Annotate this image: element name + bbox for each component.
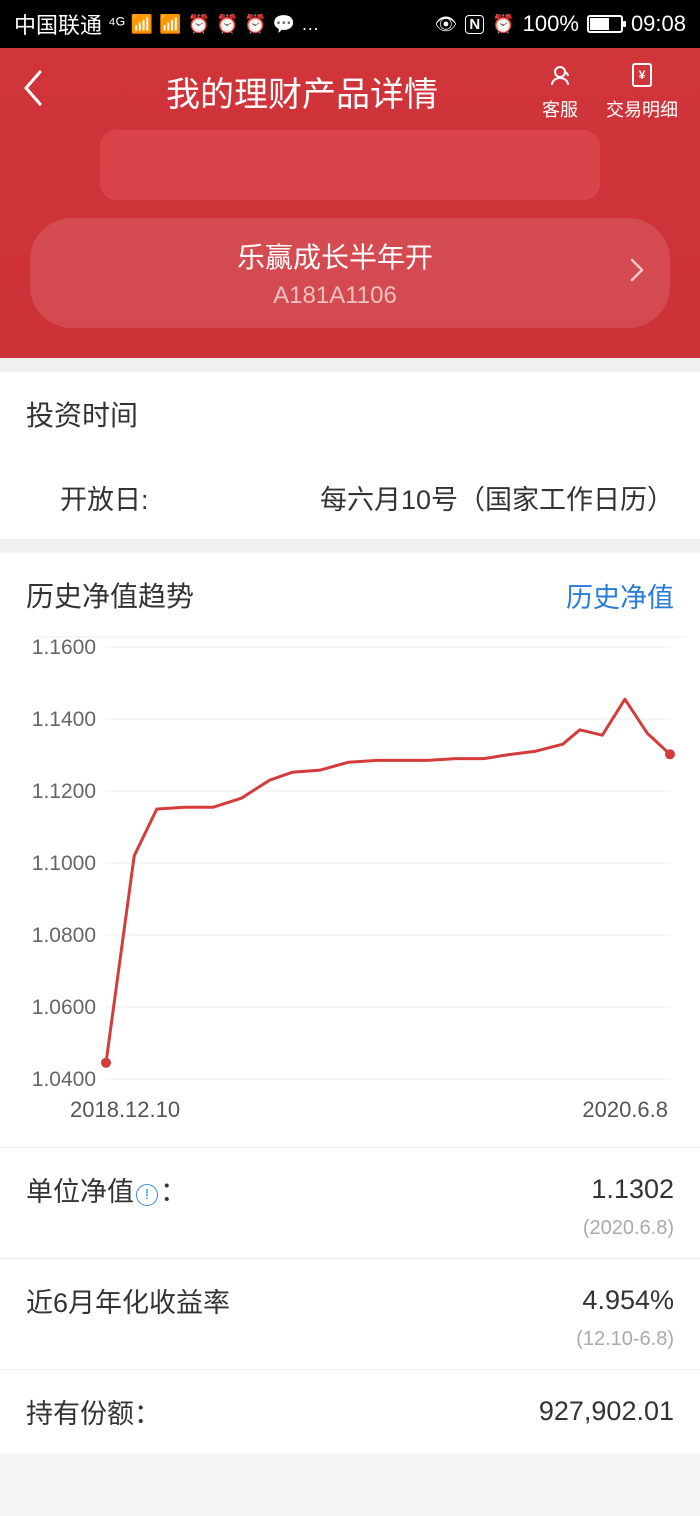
nfc-icon: N xyxy=(465,15,484,34)
chart-header: 历史净值趋势 历史净值 xyxy=(0,553,700,625)
battery-percent: 100% xyxy=(523,11,579,37)
customer-service-button[interactable]: 客服 xyxy=(542,61,578,122)
unit-nav-label: 单位净值!： xyxy=(26,1170,187,1209)
sixm-label: 近6月年化收益率 xyxy=(26,1281,230,1320)
status-left: 中国联通 ⁴ᴳ 📶 📶 ⏰ ⏰ ⏰ 💬 … xyxy=(14,8,319,40)
eye-icon: 👁 xyxy=(435,14,458,35)
chevron-right-icon xyxy=(630,257,644,289)
info-icon[interactable]: ! xyxy=(136,1184,158,1206)
nav-line-chart: 1.1600 1.1400 1.1200 1.1000 1.0800 1.0600 1.04… xyxy=(14,633,686,1093)
wifi-icon: 📶 xyxy=(159,14,181,35)
x-end-label: 2020.6.8 xyxy=(582,1097,668,1123)
nav-actions: 客服 ¥ 交易明细 xyxy=(542,61,678,122)
alarm-icon: ⏰ xyxy=(188,14,210,35)
history-nav-link[interactable]: 历史净值 xyxy=(566,576,674,615)
svg-text:1.0600: 1.0600 xyxy=(32,996,96,1019)
back-button[interactable] xyxy=(22,70,62,113)
svg-text:1.0800: 1.0800 xyxy=(32,924,96,947)
page-title: 我的理财产品详情 xyxy=(62,67,542,116)
chat-icon: 💬 xyxy=(273,14,295,35)
status-right: 👁 N ⏰ 100% 09:08 xyxy=(435,11,686,37)
svg-text:1.0400: 1.0400 xyxy=(32,1068,96,1091)
invest-time-section: 投资时间 开放日: 每六月10号（国家工作日历） xyxy=(0,358,700,539)
signal-bars-icon: 📶 xyxy=(131,14,153,35)
unit-nav-value: 1.1302 xyxy=(591,1174,674,1205)
nav-row: 我的理财产品详情 客服 ¥ 交易明细 xyxy=(0,48,700,120)
carrier-label: 中国联通 xyxy=(14,8,102,40)
shares-value: 927,902.01 xyxy=(539,1396,674,1427)
battery-icon xyxy=(587,15,623,33)
headset-icon xyxy=(546,61,574,94)
product-name: 乐赢成长半年开 xyxy=(60,236,610,276)
signal-4g-icon: ⁴ᴳ xyxy=(108,14,125,35)
app-header: 我的理财产品详情 客服 ¥ 交易明细 乐赢成长半年开 A181A1106 xyxy=(0,48,700,358)
transactions-button[interactable]: ¥ 交易明细 xyxy=(606,61,678,122)
x-start-label: 2018.12.10 xyxy=(70,1097,180,1123)
unit-nav-date: (2020.6.8) xyxy=(0,1217,700,1258)
invest-time-title-row: 投资时间 xyxy=(0,372,700,456)
svg-text:1.1600: 1.1600 xyxy=(32,636,96,659)
open-day-label: 开放日: xyxy=(60,478,149,517)
redacted-amount xyxy=(100,130,600,200)
alarm-status-icon: ⏰ xyxy=(492,14,514,35)
chart-container: 1.1600 1.1400 1.1200 1.1000 1.0800 1.0600 1.04… xyxy=(0,625,700,1147)
section-divider xyxy=(0,539,700,553)
alarm-icon-2: ⏰ xyxy=(216,14,238,35)
open-day-row: 开放日: 每六月10号（国家工作日历） xyxy=(0,456,700,539)
receipt-icon: ¥ xyxy=(628,61,656,94)
dots-icon: … xyxy=(301,14,319,35)
status-bar: 中国联通 ⁴ᴳ 📶 📶 ⏰ ⏰ ⏰ 💬 … 👁 N ⏰ 100% 09:08 xyxy=(0,0,700,48)
clock-time: 09:08 xyxy=(631,11,686,37)
product-pill[interactable]: 乐赢成长半年开 A181A1106 xyxy=(30,218,670,328)
open-day-value: 每六月10号（国家工作日历） xyxy=(320,478,674,517)
shares-label: 持有份额： xyxy=(26,1392,161,1431)
shares-row: 持有份额： 927,902.01 xyxy=(0,1370,700,1453)
sixm-date: (12.10-6.8) xyxy=(0,1328,700,1369)
transactions-label: 交易明细 xyxy=(606,96,678,122)
svg-text:1.1200: 1.1200 xyxy=(32,780,96,803)
customer-service-label: 客服 xyxy=(542,96,578,122)
x-axis-labels: 2018.12.10 2020.6.8 xyxy=(14,1093,686,1141)
sixm-value: 4.954% xyxy=(582,1285,674,1316)
alarm-icon-3: ⏰ xyxy=(244,14,266,35)
product-code: A181A1106 xyxy=(60,282,610,310)
invest-time-title: 投资时间 xyxy=(26,394,674,434)
chart-section: 历史净值趋势 历史净值 1.1600 1.1400 1.1200 1.1000 1.08… xyxy=(0,553,700,1453)
chart-title: 历史净值趋势 xyxy=(26,575,194,615)
svg-text:1.1400: 1.1400 xyxy=(32,708,96,731)
svg-text:1.1000: 1.1000 xyxy=(32,852,96,875)
svg-text:¥: ¥ xyxy=(639,68,646,82)
